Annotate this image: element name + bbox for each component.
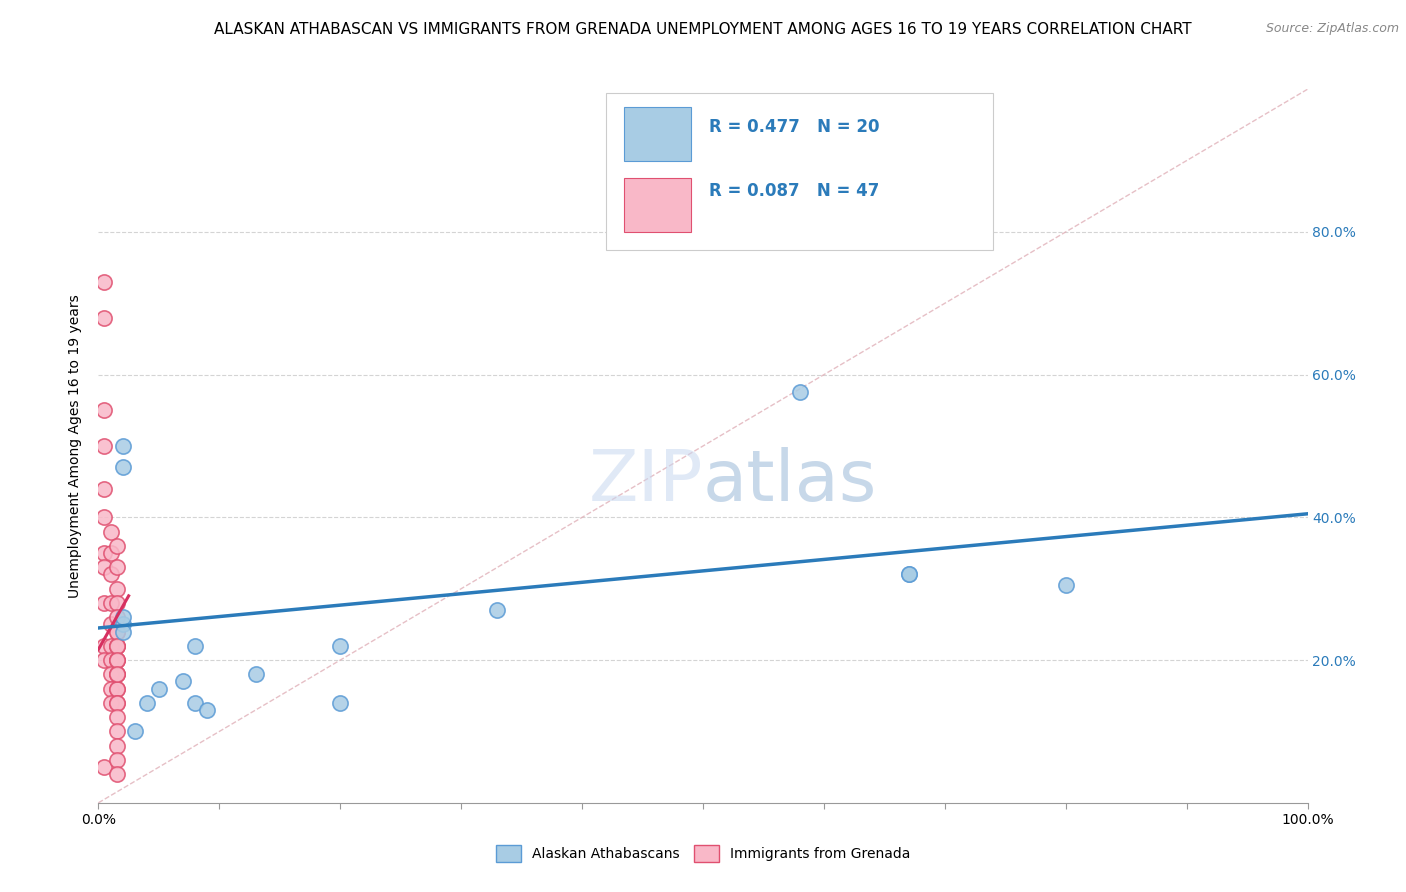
Point xyxy=(105,639,128,653)
Y-axis label: Unemployment Among Ages 16 to 19 years: Unemployment Among Ages 16 to 19 years xyxy=(69,294,83,598)
Point xyxy=(100,653,122,667)
Point xyxy=(105,582,128,596)
Text: atlas: atlas xyxy=(703,447,877,516)
Point xyxy=(105,681,128,696)
Point xyxy=(93,510,115,524)
Point xyxy=(789,385,811,400)
Point xyxy=(93,653,115,667)
Point xyxy=(105,624,128,639)
Point xyxy=(93,482,115,496)
Point xyxy=(105,667,128,681)
Point xyxy=(172,674,194,689)
Point xyxy=(897,567,920,582)
Point xyxy=(1054,578,1077,592)
Point xyxy=(105,667,128,681)
Point xyxy=(184,639,207,653)
Point xyxy=(105,610,128,624)
Point xyxy=(93,560,115,574)
Point xyxy=(100,639,122,653)
Point xyxy=(245,667,267,681)
Point xyxy=(93,439,115,453)
Point xyxy=(105,753,128,767)
Point xyxy=(100,617,122,632)
Point xyxy=(93,275,115,289)
Point xyxy=(105,696,128,710)
FancyBboxPatch shape xyxy=(606,93,993,250)
Point xyxy=(100,696,122,710)
Point xyxy=(105,696,128,710)
Point xyxy=(100,524,122,539)
Point xyxy=(105,667,128,681)
Point xyxy=(93,403,115,417)
Point xyxy=(329,696,352,710)
Point xyxy=(105,681,128,696)
Point xyxy=(93,639,115,653)
Text: Source: ZipAtlas.com: Source: ZipAtlas.com xyxy=(1265,22,1399,36)
Point xyxy=(148,681,170,696)
Text: ALASKAN ATHABASCAN VS IMMIGRANTS FROM GRENADA UNEMPLOYMENT AMONG AGES 16 TO 19 Y: ALASKAN ATHABASCAN VS IMMIGRANTS FROM GR… xyxy=(214,22,1192,37)
Point xyxy=(93,310,115,325)
Point xyxy=(329,639,352,653)
Text: R = 0.087   N = 47: R = 0.087 N = 47 xyxy=(709,182,879,200)
FancyBboxPatch shape xyxy=(624,178,690,232)
Point xyxy=(100,596,122,610)
Point xyxy=(105,596,128,610)
Point xyxy=(897,567,920,582)
Text: R = 0.477   N = 20: R = 0.477 N = 20 xyxy=(709,118,880,136)
Point xyxy=(105,710,128,724)
Point xyxy=(111,617,134,632)
Point xyxy=(105,639,128,653)
Point xyxy=(100,546,122,560)
Legend: Alaskan Athabascans, Immigrants from Grenada: Alaskan Athabascans, Immigrants from Gre… xyxy=(491,839,915,867)
Point xyxy=(124,724,146,739)
Point xyxy=(105,767,128,781)
Point xyxy=(105,653,128,667)
Text: ZIP: ZIP xyxy=(589,447,703,516)
Point xyxy=(105,639,128,653)
Point xyxy=(105,653,128,667)
Point xyxy=(135,696,157,710)
Point xyxy=(184,696,207,710)
Point xyxy=(93,596,115,610)
Point xyxy=(111,460,134,475)
Point xyxy=(105,560,128,574)
Point xyxy=(93,546,115,560)
Point xyxy=(100,667,122,681)
Point xyxy=(105,739,128,753)
Point xyxy=(93,760,115,774)
Point xyxy=(105,539,128,553)
Point xyxy=(111,624,134,639)
Point xyxy=(195,703,218,717)
Point xyxy=(111,439,134,453)
Point xyxy=(105,653,128,667)
Point xyxy=(105,624,128,639)
Point xyxy=(105,724,128,739)
Point xyxy=(111,610,134,624)
FancyBboxPatch shape xyxy=(624,107,690,161)
Point xyxy=(100,681,122,696)
Point xyxy=(100,567,122,582)
Point xyxy=(486,603,509,617)
